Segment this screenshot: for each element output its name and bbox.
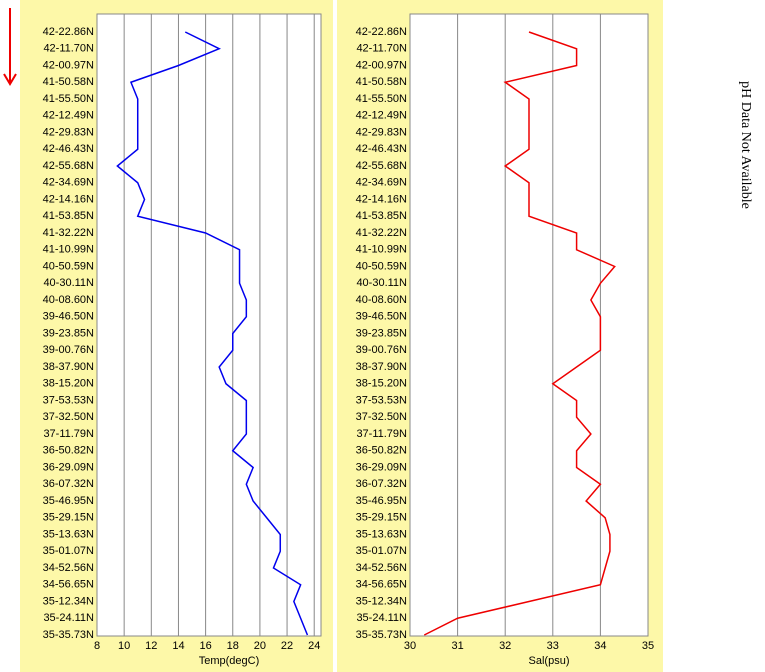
x-tick-label: 12 [145,640,157,652]
y-tick-label: 36-50.82N [43,445,94,457]
y-tick-label: 41-32.22N [356,227,407,239]
y-tick-label: 42-14.16N [43,193,94,205]
x-tick-label: 14 [172,640,184,652]
x-tick-label: 8 [94,640,100,652]
y-tick-label: 35-24.11N [43,612,94,624]
y-tick-label: 35-35.73N [356,629,407,641]
y-tick-label: 42-14.16N [356,193,407,205]
x-axis-label: Temp(degC) [199,655,260,667]
y-tick-label: 35-01.07N [43,545,94,557]
y-tick-label: 36-07.32N [356,478,407,490]
y-tick-label: 42-12.49N [43,110,94,122]
y-tick-label: 36-29.09N [356,461,407,473]
y-tick-label: 40-30.11N [43,277,94,289]
y-tick-label: 35-01.07N [356,545,407,557]
x-tick-label: 16 [199,640,211,652]
y-tick-label: 36-07.32N [43,478,94,490]
y-tick-label: 37-32.50N [43,411,94,423]
y-tick-label: 42-34.69N [356,177,407,189]
y-tick-label: 39-46.50N [356,311,407,323]
y-tick-label: 40-50.59N [43,260,94,272]
y-tick-label: 42-29.83N [43,126,94,138]
y-tick-label: 35-29.15N [43,512,94,524]
y-tick-label: 35-12.34N [356,595,407,607]
y-tick-label: 39-23.85N [356,327,407,339]
y-tick-label: 42-22.86N [43,26,94,38]
x-tick-label: 31 [451,640,463,652]
plot-area [96,13,322,637]
y-tick-label: 35-46.95N [356,495,407,507]
x-tick-label: 10 [118,640,130,652]
y-tick-label: 41-53.85N [43,210,94,222]
y-tick-label: 39-46.50N [43,311,94,323]
x-tick-label: 30 [404,640,416,652]
y-tick-label: 36-29.09N [43,461,94,473]
y-tick-label: 42-11.70N [356,43,407,55]
y-tick-label: 34-56.65N [43,579,94,591]
note: pH Data Not Available [738,81,753,209]
y-tick-label: 41-55.50N [43,93,94,105]
x-tick-label: 18 [227,640,239,652]
x-tick-label: 20 [254,640,266,652]
y-tick-label: 38-15.20N [43,378,94,390]
y-tick-label: 37-11.79N [356,428,407,440]
x-tick-label: 32 [499,640,511,652]
y-tick-label: 38-37.90N [356,361,407,373]
y-tick-label: 35-13.63N [356,528,407,540]
y-tick-label: 37-11.79N [43,428,94,440]
y-tick-label: 40-30.11N [356,277,407,289]
y-tick-label: 38-15.20N [356,378,407,390]
y-tick-label: 39-00.76N [356,344,407,356]
direction-arrow-head [3,73,17,86]
y-tick-label: 35-46.95N [43,495,94,507]
y-tick-label: 40-08.60N [43,294,94,306]
y-tick-label: 42-46.43N [356,143,407,155]
y-tick-label: 41-10.99N [43,244,94,256]
x-tick-label: 35 [642,640,654,652]
y-tick-label: 42-00.97N [43,59,94,71]
y-tick-label: 34-56.65N [356,579,407,591]
y-tick-label: 38-37.90N [43,361,94,373]
y-tick-label: 41-50.58N [43,76,94,88]
y-tick-label: 37-32.50N [356,411,407,423]
x-axis-label: Sal(psu) [529,655,570,667]
y-tick-label: 41-53.85N [356,210,407,222]
y-tick-label: 35-29.15N [356,512,407,524]
y-tick-label: 34-52.56N [356,562,407,574]
y-tick-label: 35-12.34N [43,595,94,607]
y-tick-label: 36-50.82N [356,445,407,457]
y-tick-label: 37-53.53N [356,394,407,406]
y-tick-label: 42-11.70N [43,43,94,55]
y-tick-label: 37-53.53N [43,394,94,406]
y-tick-label: 39-23.85N [43,327,94,339]
x-tick-label: 34 [594,640,606,652]
y-tick-label: 41-55.50N [356,93,407,105]
y-tick-label: 35-35.73N [43,629,94,641]
y-tick-label: 42-22.86N [356,26,407,38]
y-tick-label: 35-13.63N [43,528,94,540]
x-tick-label: 22 [281,640,293,652]
y-tick-label: 40-50.59N [356,260,407,272]
y-tick-label: 35-24.11N [356,612,407,624]
y-tick-label: 41-32.22N [43,227,94,239]
y-tick-label: 42-55.68N [43,160,94,172]
x-tick-label: 33 [547,640,559,652]
y-tick-label: 42-46.43N [43,143,94,155]
y-tick-label: 42-55.68N [356,160,407,172]
y-tick-label: 39-00.76N [43,344,94,356]
y-tick-label: 41-50.58N [356,76,407,88]
y-tick-label: 40-08.60N [356,294,407,306]
x-tick-label: 24 [308,640,320,652]
data-line [423,31,616,636]
y-tick-label: 42-34.69N [43,177,94,189]
y-tick-label: 34-52.56N [43,562,94,574]
y-tick-label: 42-00.97N [356,59,407,71]
data-line [116,31,309,636]
y-tick-label: 42-29.83N [356,126,407,138]
y-tick-label: 41-10.99N [356,244,407,256]
y-tick-label: 42-12.49N [356,110,407,122]
